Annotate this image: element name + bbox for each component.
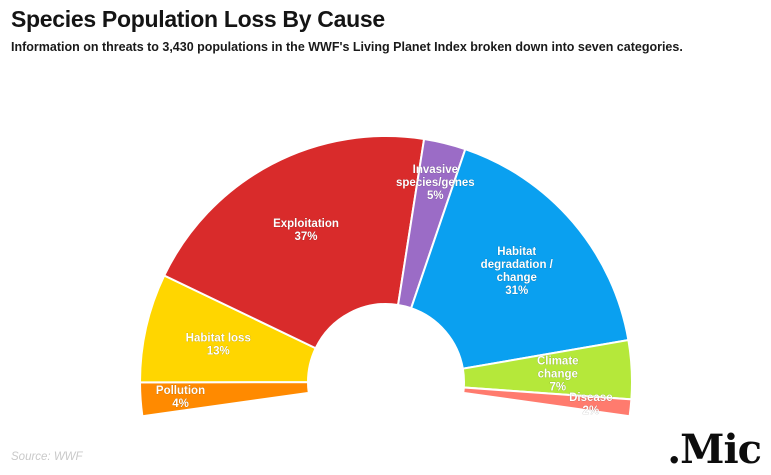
label-disease: Disease 2% <box>569 392 612 417</box>
source-note: Source: WWF <box>11 451 83 463</box>
chart-subtitle: Information on threats to 3,430 populati… <box>11 40 683 54</box>
slice-disease <box>462 386 633 418</box>
label-exploitation: Exploitation 37% <box>273 218 339 243</box>
label-pollution: Pollution 4% <box>156 385 205 410</box>
label-climate-change: Climate change 7% <box>537 355 579 393</box>
chart-title: Species Population Loss By Cause <box>11 6 385 32</box>
mic-logo: .Mic <box>667 426 762 473</box>
label-invasive-species-genes: Invasive species/genes 5% <box>396 164 475 202</box>
slice-habitat-degradation-change <box>409 147 630 370</box>
slice-exploitation <box>162 135 426 350</box>
label-habitat-degradation-change: Habitat degradation / change 31% <box>481 246 554 297</box>
label-habitat-loss: Habitat loss 13% <box>186 332 251 357</box>
